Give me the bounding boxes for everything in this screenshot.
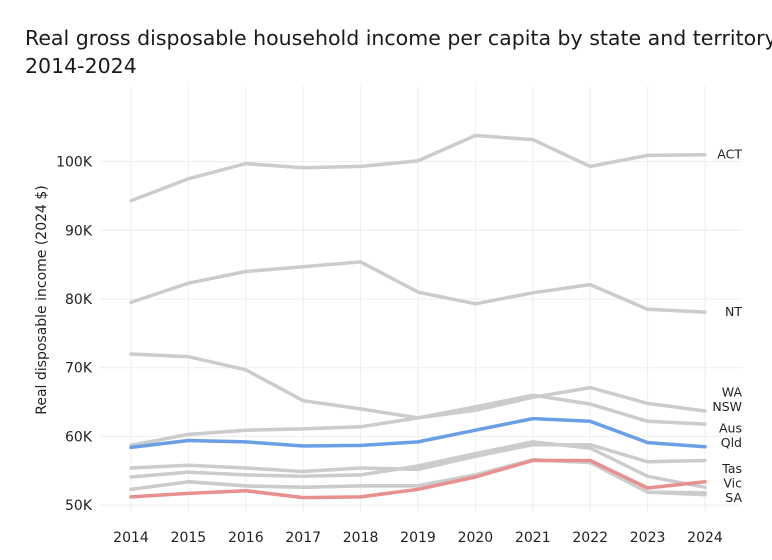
series-line-tas xyxy=(129,440,707,490)
x-tick-label: 2022 xyxy=(572,530,608,546)
series-line-aus xyxy=(129,416,707,450)
x-tick-label: 2021 xyxy=(515,530,551,546)
series-label-sa: SA xyxy=(725,490,742,505)
series-label-qld: Qld xyxy=(721,435,742,450)
x-tick-label: 2020 xyxy=(458,530,494,546)
y-axis-label: Real disposable income (2024 $) xyxy=(34,185,50,415)
x-tick-label: 2024 xyxy=(687,530,723,546)
y-tick-label: 60K xyxy=(65,429,93,445)
x-tick-label: 2017 xyxy=(285,530,321,546)
series-lines xyxy=(129,133,707,500)
series-label-nsw: NSW xyxy=(712,399,742,414)
series-label-wa: WA xyxy=(722,385,743,400)
y-tick-labels: 50K 60K 70K 80K 90K 100K xyxy=(56,155,93,515)
x-tick-label: 2015 xyxy=(171,530,207,546)
x-tick-label: 2019 xyxy=(400,530,436,546)
x-tick-labels: 2014 2015 2016 2017 2018 2019 2020 2021 2022 2023… xyxy=(113,530,723,546)
y-tick-label: 80K xyxy=(65,292,93,308)
series-line-nt xyxy=(129,260,707,314)
series-line-sa-highlight xyxy=(129,458,707,500)
x-tick-label: 2014 xyxy=(113,530,149,546)
series-label-vic: Vic xyxy=(723,476,742,491)
chart-title-line-2: 2014-2024 xyxy=(25,54,137,78)
series-label-aus: Aus xyxy=(719,421,742,436)
series-line-nsw xyxy=(129,393,707,448)
chart-title-line-1: Real gross disposable household income p… xyxy=(25,26,772,50)
series-label-nt: NT xyxy=(725,304,742,319)
x-tick-label: 2023 xyxy=(630,530,666,546)
series-line-act xyxy=(129,133,707,203)
y-tick-label: 100K xyxy=(56,155,93,171)
x-tick-label: 2016 xyxy=(228,530,264,546)
series-label-act: ACT xyxy=(717,147,742,162)
gridlines xyxy=(100,86,742,512)
series-line-sa xyxy=(129,458,707,497)
x-tick-label: 2018 xyxy=(343,530,379,546)
series-label-tas: Tas xyxy=(721,461,742,476)
y-tick-label: 70K xyxy=(65,361,93,377)
series-line-qld xyxy=(129,442,707,474)
y-tick-label: 90K xyxy=(65,223,93,239)
y-tick-label: 50K xyxy=(65,498,93,514)
